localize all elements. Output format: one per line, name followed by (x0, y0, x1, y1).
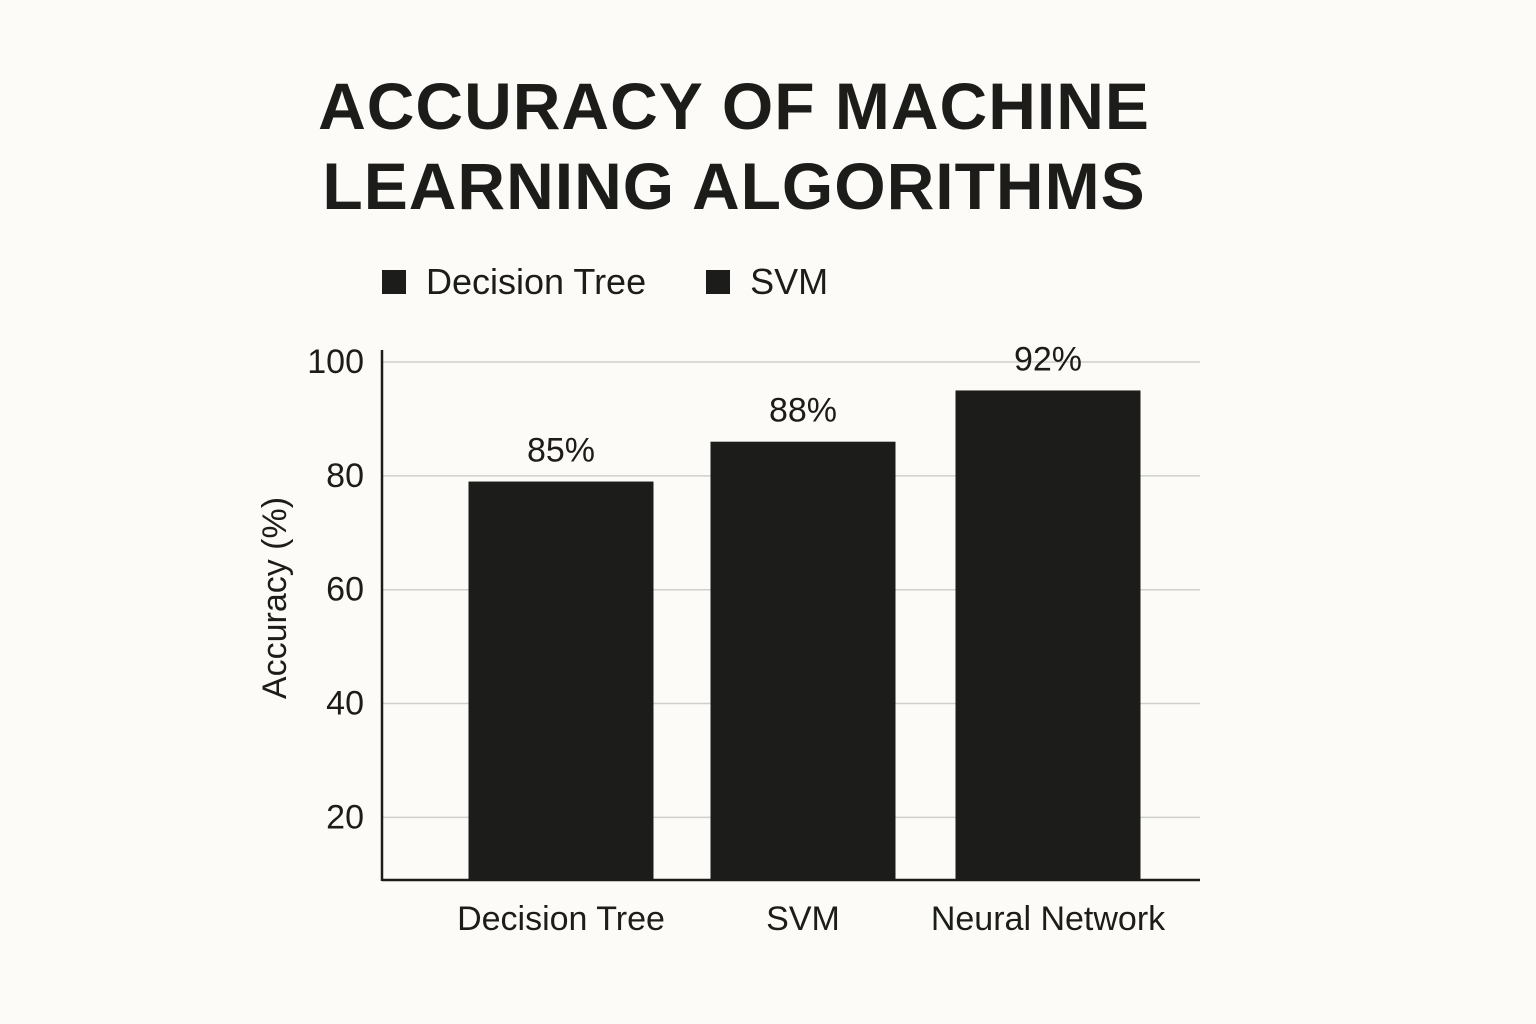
chart-title-line-1: ACCURACY OF MACHINE (318, 69, 1150, 143)
y-tick-label: 100 (307, 343, 364, 381)
y-tick-label: 80 (326, 457, 364, 495)
legend-label: Decision Tree (426, 261, 647, 302)
y-tick-label: 40 (326, 685, 364, 723)
legend-item-svm: SVM (706, 262, 828, 302)
data-label: 92% (1014, 340, 1082, 378)
x-category-label: Neural Network (931, 900, 1166, 938)
legend-label: SVM (750, 261, 829, 302)
legend-swatch (382, 270, 406, 294)
y-axis-title: Accuracy (%) (256, 497, 294, 699)
x-category-label: SVM (766, 900, 840, 938)
bar (468, 481, 654, 880)
chart-legend: Decision Tree SVM (382, 262, 888, 302)
bar (955, 390, 1141, 880)
chart-title: ACCURACY OF MACHINE LEARNING ALGORITHMS (0, 66, 1468, 226)
chart-title-line-2: LEARNING ALGORITHMS (322, 149, 1146, 223)
data-label: 88% (769, 392, 837, 430)
bar (710, 441, 896, 880)
data-label: 85% (527, 432, 595, 470)
y-tick-label: 60 (326, 571, 364, 609)
x-category-label: Decision Tree (457, 900, 665, 938)
legend-item-decision-tree: Decision Tree (382, 262, 646, 302)
y-tick-label: 20 (326, 798, 364, 836)
legend-swatch (706, 270, 731, 294)
